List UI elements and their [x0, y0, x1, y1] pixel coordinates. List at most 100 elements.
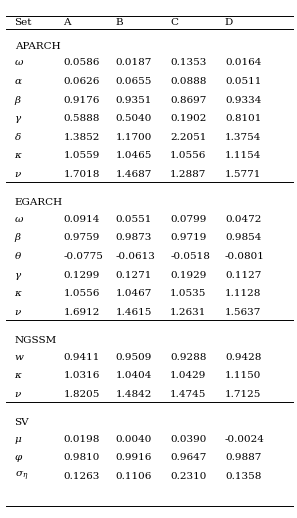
Text: 0.9719: 0.9719	[170, 234, 206, 242]
Text: -0.0775: -0.0775	[64, 252, 103, 261]
Text: ν: ν	[15, 170, 21, 179]
Text: 1.0465: 1.0465	[116, 151, 152, 161]
Text: 0.0511: 0.0511	[225, 77, 261, 86]
Text: 0.9916: 0.9916	[116, 453, 152, 462]
Text: 1.3852: 1.3852	[64, 133, 100, 142]
Text: 0.1299: 0.1299	[64, 271, 100, 280]
Text: 0.0586: 0.0586	[64, 59, 100, 67]
Text: 1.8205: 1.8205	[64, 390, 100, 399]
Text: ν: ν	[15, 308, 21, 317]
Text: ω: ω	[15, 59, 23, 67]
Text: $\sigma_{\eta}$: $\sigma_{\eta}$	[15, 470, 28, 483]
Text: A: A	[64, 18, 71, 27]
Text: 0.1929: 0.1929	[170, 271, 206, 280]
Text: 1.1154: 1.1154	[225, 151, 261, 161]
Text: 1.6912: 1.6912	[64, 308, 100, 317]
Text: 0.9411: 0.9411	[64, 353, 100, 362]
Text: φ: φ	[15, 453, 22, 462]
Text: 1.1150: 1.1150	[225, 371, 261, 380]
Text: 0.2310: 0.2310	[170, 472, 206, 481]
Text: 0.0914: 0.0914	[64, 215, 100, 224]
Text: 0.9334: 0.9334	[225, 95, 261, 105]
Text: β: β	[15, 95, 20, 105]
Text: 0.1902: 0.1902	[170, 114, 206, 123]
Text: -0.0024: -0.0024	[225, 435, 265, 443]
Text: 1.2887: 1.2887	[170, 170, 206, 179]
Text: 1.3754: 1.3754	[225, 133, 261, 142]
Text: 1.5771: 1.5771	[225, 170, 261, 179]
Text: 0.9873: 0.9873	[116, 234, 152, 242]
Text: 1.0556: 1.0556	[64, 289, 100, 298]
Text: NGSSM: NGSSM	[15, 336, 57, 345]
Text: 0.1106: 0.1106	[116, 472, 152, 481]
Text: 1.0429: 1.0429	[170, 371, 206, 380]
Text: 0.0799: 0.0799	[170, 215, 206, 224]
Text: 0.9509: 0.9509	[116, 353, 152, 362]
Text: 0.0655: 0.0655	[116, 77, 152, 86]
Text: 0.1127: 0.1127	[225, 271, 261, 280]
Text: 0.9647: 0.9647	[170, 453, 206, 462]
Text: 0.9428: 0.9428	[225, 353, 261, 362]
Text: -0.0801: -0.0801	[225, 252, 265, 261]
Text: 1.4745: 1.4745	[170, 390, 206, 399]
Text: 0.9854: 0.9854	[225, 234, 261, 242]
Text: κ: κ	[15, 371, 21, 380]
Text: α: α	[15, 77, 22, 86]
Text: 0.0626: 0.0626	[64, 77, 100, 86]
Text: δ: δ	[15, 133, 21, 142]
Text: -0.0518: -0.0518	[170, 252, 210, 261]
Text: 1.7125: 1.7125	[225, 390, 261, 399]
Text: D: D	[225, 18, 233, 27]
Text: 1.1128: 1.1128	[225, 289, 261, 298]
Text: γ: γ	[15, 271, 21, 280]
Text: 0.9810: 0.9810	[64, 453, 100, 462]
Text: 1.0467: 1.0467	[116, 289, 152, 298]
Text: 0.5888: 0.5888	[64, 114, 100, 123]
Text: 0.1263: 0.1263	[64, 472, 100, 481]
Text: B: B	[116, 18, 123, 27]
Text: APARCH: APARCH	[15, 41, 60, 51]
Text: w: w	[15, 353, 23, 362]
Text: EGARCH: EGARCH	[15, 198, 63, 207]
Text: 1.4842: 1.4842	[116, 390, 152, 399]
Text: 1.0559: 1.0559	[64, 151, 100, 161]
Text: 0.0888: 0.0888	[170, 77, 206, 86]
Text: 0.9759: 0.9759	[64, 234, 100, 242]
Text: 1.1700: 1.1700	[116, 133, 152, 142]
Text: κ: κ	[15, 151, 21, 161]
Text: 0.0551: 0.0551	[116, 215, 152, 224]
Text: 0.0164: 0.0164	[225, 59, 261, 67]
Text: Set: Set	[15, 18, 32, 27]
Text: 1.4615: 1.4615	[116, 308, 152, 317]
Text: 1.2631: 1.2631	[170, 308, 206, 317]
Text: 0.0040: 0.0040	[116, 435, 152, 443]
Text: 0.8697: 0.8697	[170, 95, 206, 105]
Text: 0.0390: 0.0390	[170, 435, 206, 443]
Text: 0.5040: 0.5040	[116, 114, 152, 123]
Text: 0.9887: 0.9887	[225, 453, 261, 462]
Text: 0.0472: 0.0472	[225, 215, 261, 224]
Text: 1.5637: 1.5637	[225, 308, 261, 317]
Text: 1.0404: 1.0404	[116, 371, 152, 380]
Text: 0.0187: 0.0187	[116, 59, 152, 67]
Text: 1.4687: 1.4687	[116, 170, 152, 179]
Text: ν: ν	[15, 390, 21, 399]
Text: 0.8101: 0.8101	[225, 114, 261, 123]
Text: 1.0316: 1.0316	[64, 371, 100, 380]
Text: μ: μ	[15, 435, 21, 443]
Text: 0.1353: 0.1353	[170, 59, 206, 67]
Text: β: β	[15, 234, 20, 242]
Text: 0.1358: 0.1358	[225, 472, 261, 481]
Text: γ: γ	[15, 114, 21, 123]
Text: ω: ω	[15, 215, 23, 224]
Text: 0.0198: 0.0198	[64, 435, 100, 443]
Text: 0.1271: 0.1271	[116, 271, 152, 280]
Text: 1.0535: 1.0535	[170, 289, 206, 298]
Text: κ: κ	[15, 289, 21, 298]
Text: 0.9288: 0.9288	[170, 353, 206, 362]
Text: 1.7018: 1.7018	[64, 170, 100, 179]
Text: SV: SV	[15, 418, 29, 427]
Text: 2.2051: 2.2051	[170, 133, 206, 142]
Text: 0.9351: 0.9351	[116, 95, 152, 105]
Text: -0.0613: -0.0613	[116, 252, 155, 261]
